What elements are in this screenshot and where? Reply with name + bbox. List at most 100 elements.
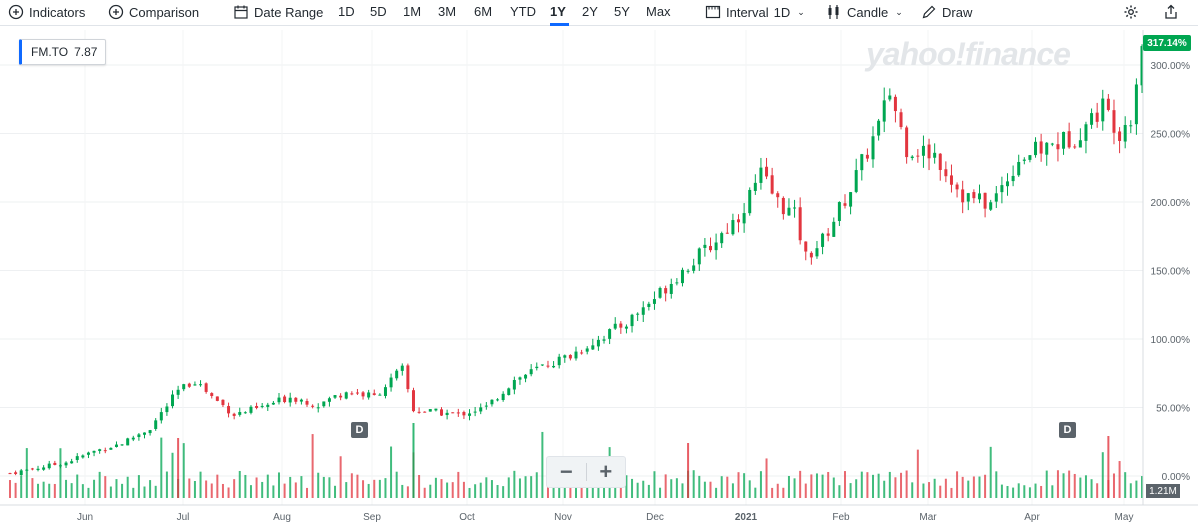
candle-body [865, 154, 869, 159]
volume-bar [664, 474, 667, 498]
volume-bar [866, 472, 869, 498]
candle-body [86, 452, 90, 455]
volume-bar [799, 470, 802, 498]
range-max[interactable]: Max [646, 4, 671, 19]
draw-button[interactable]: Draw [921, 4, 972, 20]
volume-bar [771, 487, 774, 498]
candle-body [215, 396, 219, 401]
range-3m[interactable]: 3M [438, 4, 457, 19]
volume-bar [552, 485, 555, 498]
volume-bar [972, 476, 975, 498]
volume-bar [362, 480, 365, 498]
volume-bar [642, 480, 645, 498]
volume-bar [737, 472, 740, 498]
volume-bar [205, 480, 208, 498]
candle-body [372, 393, 376, 395]
candle-icon [826, 4, 842, 20]
range-1y[interactable]: 1Y [550, 4, 566, 19]
volume-bar [283, 483, 286, 498]
ticker-legend[interactable]: FM.TO 7.87 [19, 39, 107, 65]
volume-bar [939, 485, 942, 498]
volume-bar [395, 471, 398, 498]
candle-body [742, 213, 746, 224]
candle-body [563, 355, 567, 358]
candle-body [490, 399, 494, 405]
candle-body [910, 156, 914, 159]
range-1m[interactable]: 1M [403, 4, 422, 19]
volume-bar [339, 456, 342, 498]
settings-button[interactable] [1123, 4, 1139, 20]
dividend-marker[interactable]: D [351, 422, 368, 438]
candle-body [899, 112, 903, 128]
volume-bar [692, 470, 695, 498]
y-tick-label: 150.00% [1151, 267, 1191, 278]
range-2y[interactable]: 2Y [582, 4, 598, 19]
candle-body [692, 265, 696, 271]
interval-dropdown[interactable]: Interval 1D ⌄ [705, 4, 805, 20]
volume-bar [143, 486, 146, 498]
candlestick-chart[interactable]: 0.00% 50.00% 100.00% 150.00% 200.00% 250.00% 3… [0, 27, 1198, 528]
range-5y[interactable]: 5Y [614, 4, 630, 19]
dividend-marker[interactable]: D [1059, 422, 1076, 438]
candle-body [322, 401, 326, 407]
volume-bar [367, 483, 370, 498]
candle-body [933, 152, 937, 158]
indicators-button[interactable]: Indicators [8, 4, 85, 20]
volume-bar [625, 475, 628, 498]
candle-body [182, 384, 186, 390]
zoom-in-button[interactable]: + [599, 459, 613, 484]
candle-body [411, 390, 415, 412]
candle-body [395, 370, 399, 379]
volume-bar [720, 476, 723, 498]
date-range-button[interactable]: Date Range [233, 4, 323, 20]
candle-body [613, 323, 617, 329]
range-5d[interactable]: 5D [370, 4, 387, 19]
candle-body [1034, 141, 1038, 156]
candle-body [271, 402, 275, 405]
volume-bar [42, 481, 45, 498]
range-6m[interactable]: 6M [474, 4, 493, 19]
candle-body [473, 411, 477, 413]
volume-bar [524, 476, 527, 498]
x-tick-label: Sep [363, 512, 381, 523]
zoom-out-button[interactable]: − [559, 459, 573, 484]
volume-bar [967, 480, 970, 498]
candle-body [871, 136, 875, 160]
volume-bar [149, 480, 152, 498]
gear-icon [1123, 4, 1139, 20]
volume-bar [961, 476, 964, 498]
range-1d[interactable]: 1D [338, 4, 355, 19]
candle-body [58, 465, 62, 467]
candle-body [798, 207, 802, 241]
x-tick-label: May [1115, 512, 1134, 523]
candle-body [484, 405, 488, 407]
chart-type-dropdown[interactable]: Candle ⌄ [826, 4, 903, 20]
volume-bar [412, 423, 415, 498]
candle-body [524, 374, 528, 379]
candle-body [765, 166, 769, 177]
candle-body [787, 207, 791, 216]
candle-body [1050, 143, 1054, 145]
volume-bar [507, 477, 510, 498]
candle-body [367, 392, 371, 398]
candle-body [826, 233, 830, 236]
volume-bar [244, 474, 247, 498]
zoom-divider [585, 463, 587, 481]
volume-bar [468, 487, 471, 498]
candle-body [1118, 131, 1122, 142]
share-button[interactable] [1163, 4, 1179, 20]
candle-body [434, 408, 438, 411]
x-tick-label: Nov [554, 512, 572, 523]
volume-bar [653, 471, 656, 498]
y-axis: 0.00% 50.00% 100.00% 150.00% 200.00% 250.00% 3… [1142, 30, 1191, 505]
volume-bar [289, 476, 292, 498]
range-ytd[interactable]: YTD [510, 4, 536, 19]
comparison-button[interactable]: Comparison [108, 4, 199, 20]
volume-bar [227, 487, 230, 498]
candle-body [423, 411, 427, 413]
candle-body [686, 270, 690, 272]
candle-body [355, 392, 359, 394]
volume-bar [815, 473, 818, 498]
volume-bar [502, 486, 505, 498]
current-change-tag: 317.14% [1143, 35, 1191, 51]
